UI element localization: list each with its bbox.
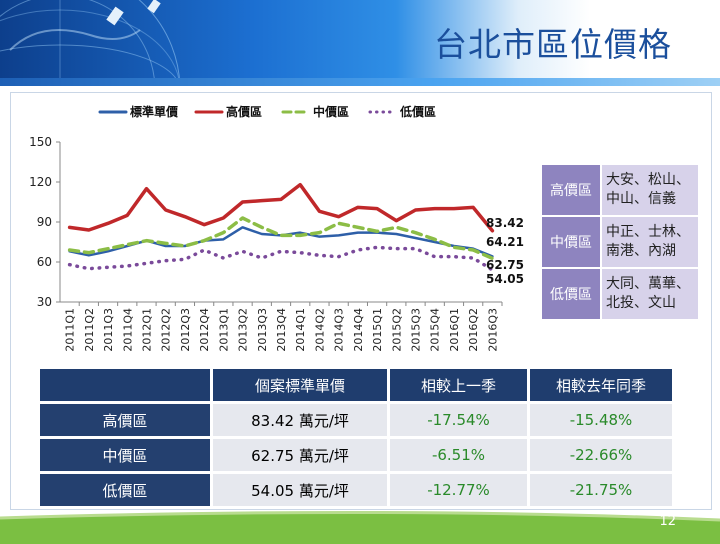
x-tick-label: 2012Q3	[179, 308, 192, 352]
stats-yoy: -22.66%	[527, 436, 672, 473]
x-tick-label: 2012Q2	[160, 308, 173, 352]
stats-yoy: -15.48%	[527, 401, 672, 438]
globe-decoration	[0, 0, 181, 86]
stats-zone: 高價區	[40, 401, 212, 438]
slide-title: 台北市區位價格	[434, 25, 672, 64]
zone-district-line: 北投、文山	[606, 295, 676, 311]
x-tick-label: 2013Q2	[237, 308, 250, 352]
y-tick-label: 150	[29, 135, 52, 149]
x-tick-label: 2011Q3	[102, 308, 115, 352]
stats-header-qoq: 相較上一季	[387, 369, 529, 403]
zone-label: 中價區	[540, 215, 602, 269]
zone-table: 高價區 大安、松山、 中山、信義 中價區 中正、士林、 南港、內湖 低價區 大同、萬華、 北投、…	[540, 163, 700, 321]
slide-header: 台北市區位價格	[0, 0, 720, 86]
stats-header-yoy: 相較去年同季	[527, 369, 672, 403]
x-tick-label: 2014Q1	[294, 308, 307, 352]
zone-label: 高價區	[540, 163, 602, 217]
zone-district-line: 中正、士林、	[606, 224, 690, 240]
y-tick-label: 60	[37, 255, 52, 269]
zone-districts: 中正、士林、 南港、內湖	[600, 215, 700, 269]
x-tick-label: 2011Q2	[83, 308, 96, 352]
chart-axes: 30 60 90 120 150 2011Q1 2011Q2 2011Q3 2011Q4 2012…	[29, 135, 503, 352]
x-tick-label: 2016Q2	[467, 308, 480, 352]
x-tick-label: 2011Q1	[64, 308, 77, 352]
legend-label: 低價區	[399, 104, 436, 119]
x-tick-label: 2012Q4	[198, 308, 211, 352]
zone-district-line: 中山、信義	[606, 191, 676, 207]
stats-price: 83.42 萬元/坪	[210, 401, 389, 438]
x-tick-label: 2015Q3	[410, 308, 423, 352]
zone-district-line: 大同、萬華、	[606, 276, 690, 292]
chart-legend: 標準單價 高價區 中價區 低價區	[98, 104, 436, 119]
y-tick-label: 120	[29, 175, 52, 189]
footer-curve	[0, 510, 720, 522]
zone-district-line: 南港、內湖	[606, 243, 676, 259]
legend-label: 中價區	[313, 104, 349, 119]
x-tick-label: 2015Q4	[429, 308, 442, 352]
x-tick-label: 2016Q1	[448, 308, 461, 352]
end-value-label: 83.42	[486, 216, 524, 230]
zone-label: 低價區	[540, 267, 602, 321]
slide-footer	[0, 510, 720, 544]
end-value-label: 62.75	[486, 258, 524, 272]
series-line-1	[67, 182, 495, 233]
stats-table: 個案標準單價 相較上一季 相較去年同季 高價區 83.42 萬元/坪 -17.5…	[40, 369, 672, 506]
stats-qoq: -6.51%	[387, 436, 529, 473]
stats-row-mid: 中價區 62.75 萬元/坪 -6.51% -22.66%	[40, 436, 672, 473]
legend-label: 高價區	[226, 104, 262, 119]
x-tick-label: 2013Q4	[275, 308, 288, 352]
x-tick-label: 2011Q4	[121, 308, 134, 352]
stats-zone: 低價區	[40, 471, 212, 506]
zone-districts: 大同、萬華、 北投、文山	[600, 267, 700, 321]
x-tick-label: 2015Q2	[390, 308, 403, 352]
zone-districts: 大安、松山、 中山、信義	[600, 163, 700, 217]
y-tick-label: 30	[37, 295, 52, 309]
stats-row-high: 高價區 83.42 萬元/坪 -17.54% -15.48%	[40, 401, 672, 438]
x-tick-label: 2014Q2	[313, 308, 326, 352]
stats-zone: 中價區	[40, 436, 212, 473]
series-line-3	[67, 245, 495, 272]
x-tick-label: 2014Q3	[333, 308, 346, 352]
y-tick-label: 90	[37, 215, 52, 229]
end-value-label: 54.05	[486, 272, 524, 286]
x-tick-label: 2013Q1	[217, 308, 230, 352]
x-tick-label: 2015Q1	[371, 308, 384, 352]
x-tick-label: 2016Q3	[486, 308, 499, 352]
chart-series	[67, 182, 495, 272]
page-number: 12	[659, 514, 676, 529]
zone-district-line: 大安、松山、	[606, 172, 690, 188]
zone-row: 中價區 中正、士林、 南港、內湖	[540, 215, 700, 269]
zone-row: 低價區 大同、萬華、 北投、文山	[540, 267, 700, 321]
stats-price: 62.75 萬元/坪	[210, 436, 389, 473]
zone-row: 高價區 大安、松山、 中山、信義	[540, 163, 700, 217]
series-line-2	[67, 216, 495, 261]
x-tick-label: 2013Q3	[256, 308, 269, 352]
stats-qoq: -12.77%	[387, 471, 529, 506]
header-bar	[0, 78, 720, 86]
stats-price: 54.05 萬元/坪	[210, 471, 389, 506]
x-tick-label: 2014Q4	[352, 308, 365, 352]
stats-header-blank	[40, 369, 212, 403]
stats-header-price: 個案標準單價	[210, 369, 389, 403]
stats-qoq: -17.54%	[387, 401, 529, 438]
legend-label: 標準單價	[130, 104, 179, 119]
stats-row-low: 低價區 54.05 萬元/坪 -12.77% -21.75%	[40, 471, 672, 506]
stats-yoy: -21.75%	[527, 471, 672, 506]
x-tick-label: 2012Q1	[140, 308, 153, 352]
end-value-label: 64.21	[486, 235, 524, 249]
stats-header-row: 個案標準單價 相較上一季 相較去年同季	[40, 369, 672, 403]
